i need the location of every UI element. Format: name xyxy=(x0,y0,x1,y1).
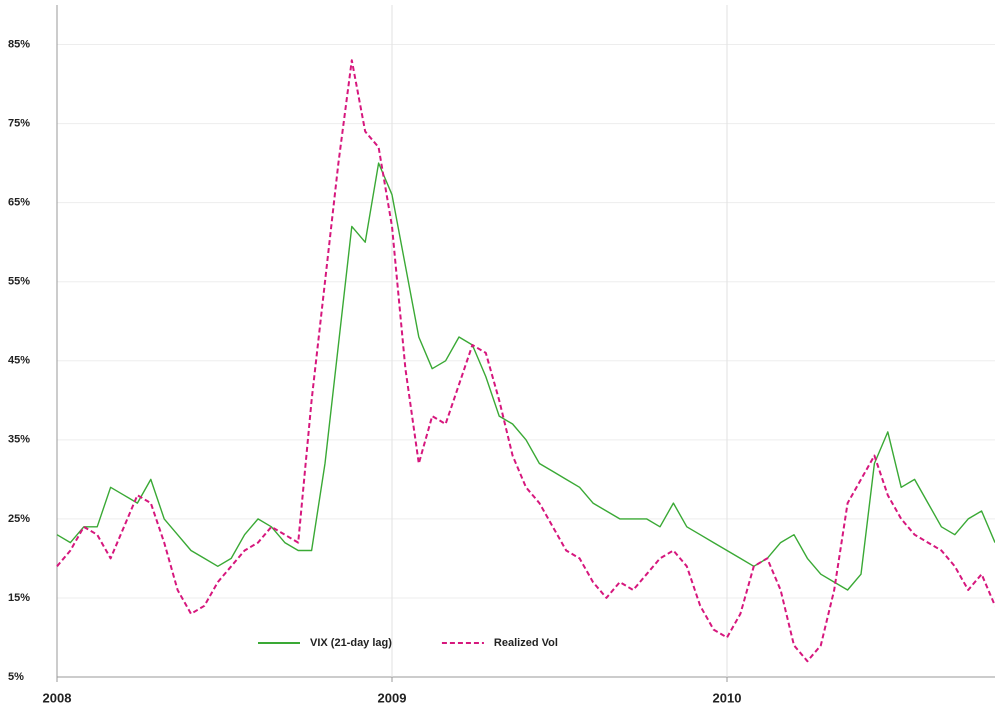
legend-label: VIX (21-day lag) xyxy=(310,637,392,649)
series-line xyxy=(56,162,995,591)
x-tick-label: 2010 xyxy=(713,690,742,705)
y-tick-label: 5% xyxy=(8,671,24,683)
y-tick-label: 75% xyxy=(8,117,30,129)
y-tick-label: 65% xyxy=(8,197,30,209)
y-tick-label: 25% xyxy=(8,513,30,525)
y-tick-label: 85% xyxy=(8,38,30,50)
x-tick-label: 2008 xyxy=(43,690,72,705)
legend-label: Realized Vol xyxy=(494,637,558,649)
x-tick-label: 2009 xyxy=(378,690,407,705)
y-tick-label: 45% xyxy=(8,355,30,367)
y-tick-label: 35% xyxy=(8,434,30,446)
y-tick-label: 55% xyxy=(8,276,30,288)
y-tick-label: 15% xyxy=(8,592,30,604)
